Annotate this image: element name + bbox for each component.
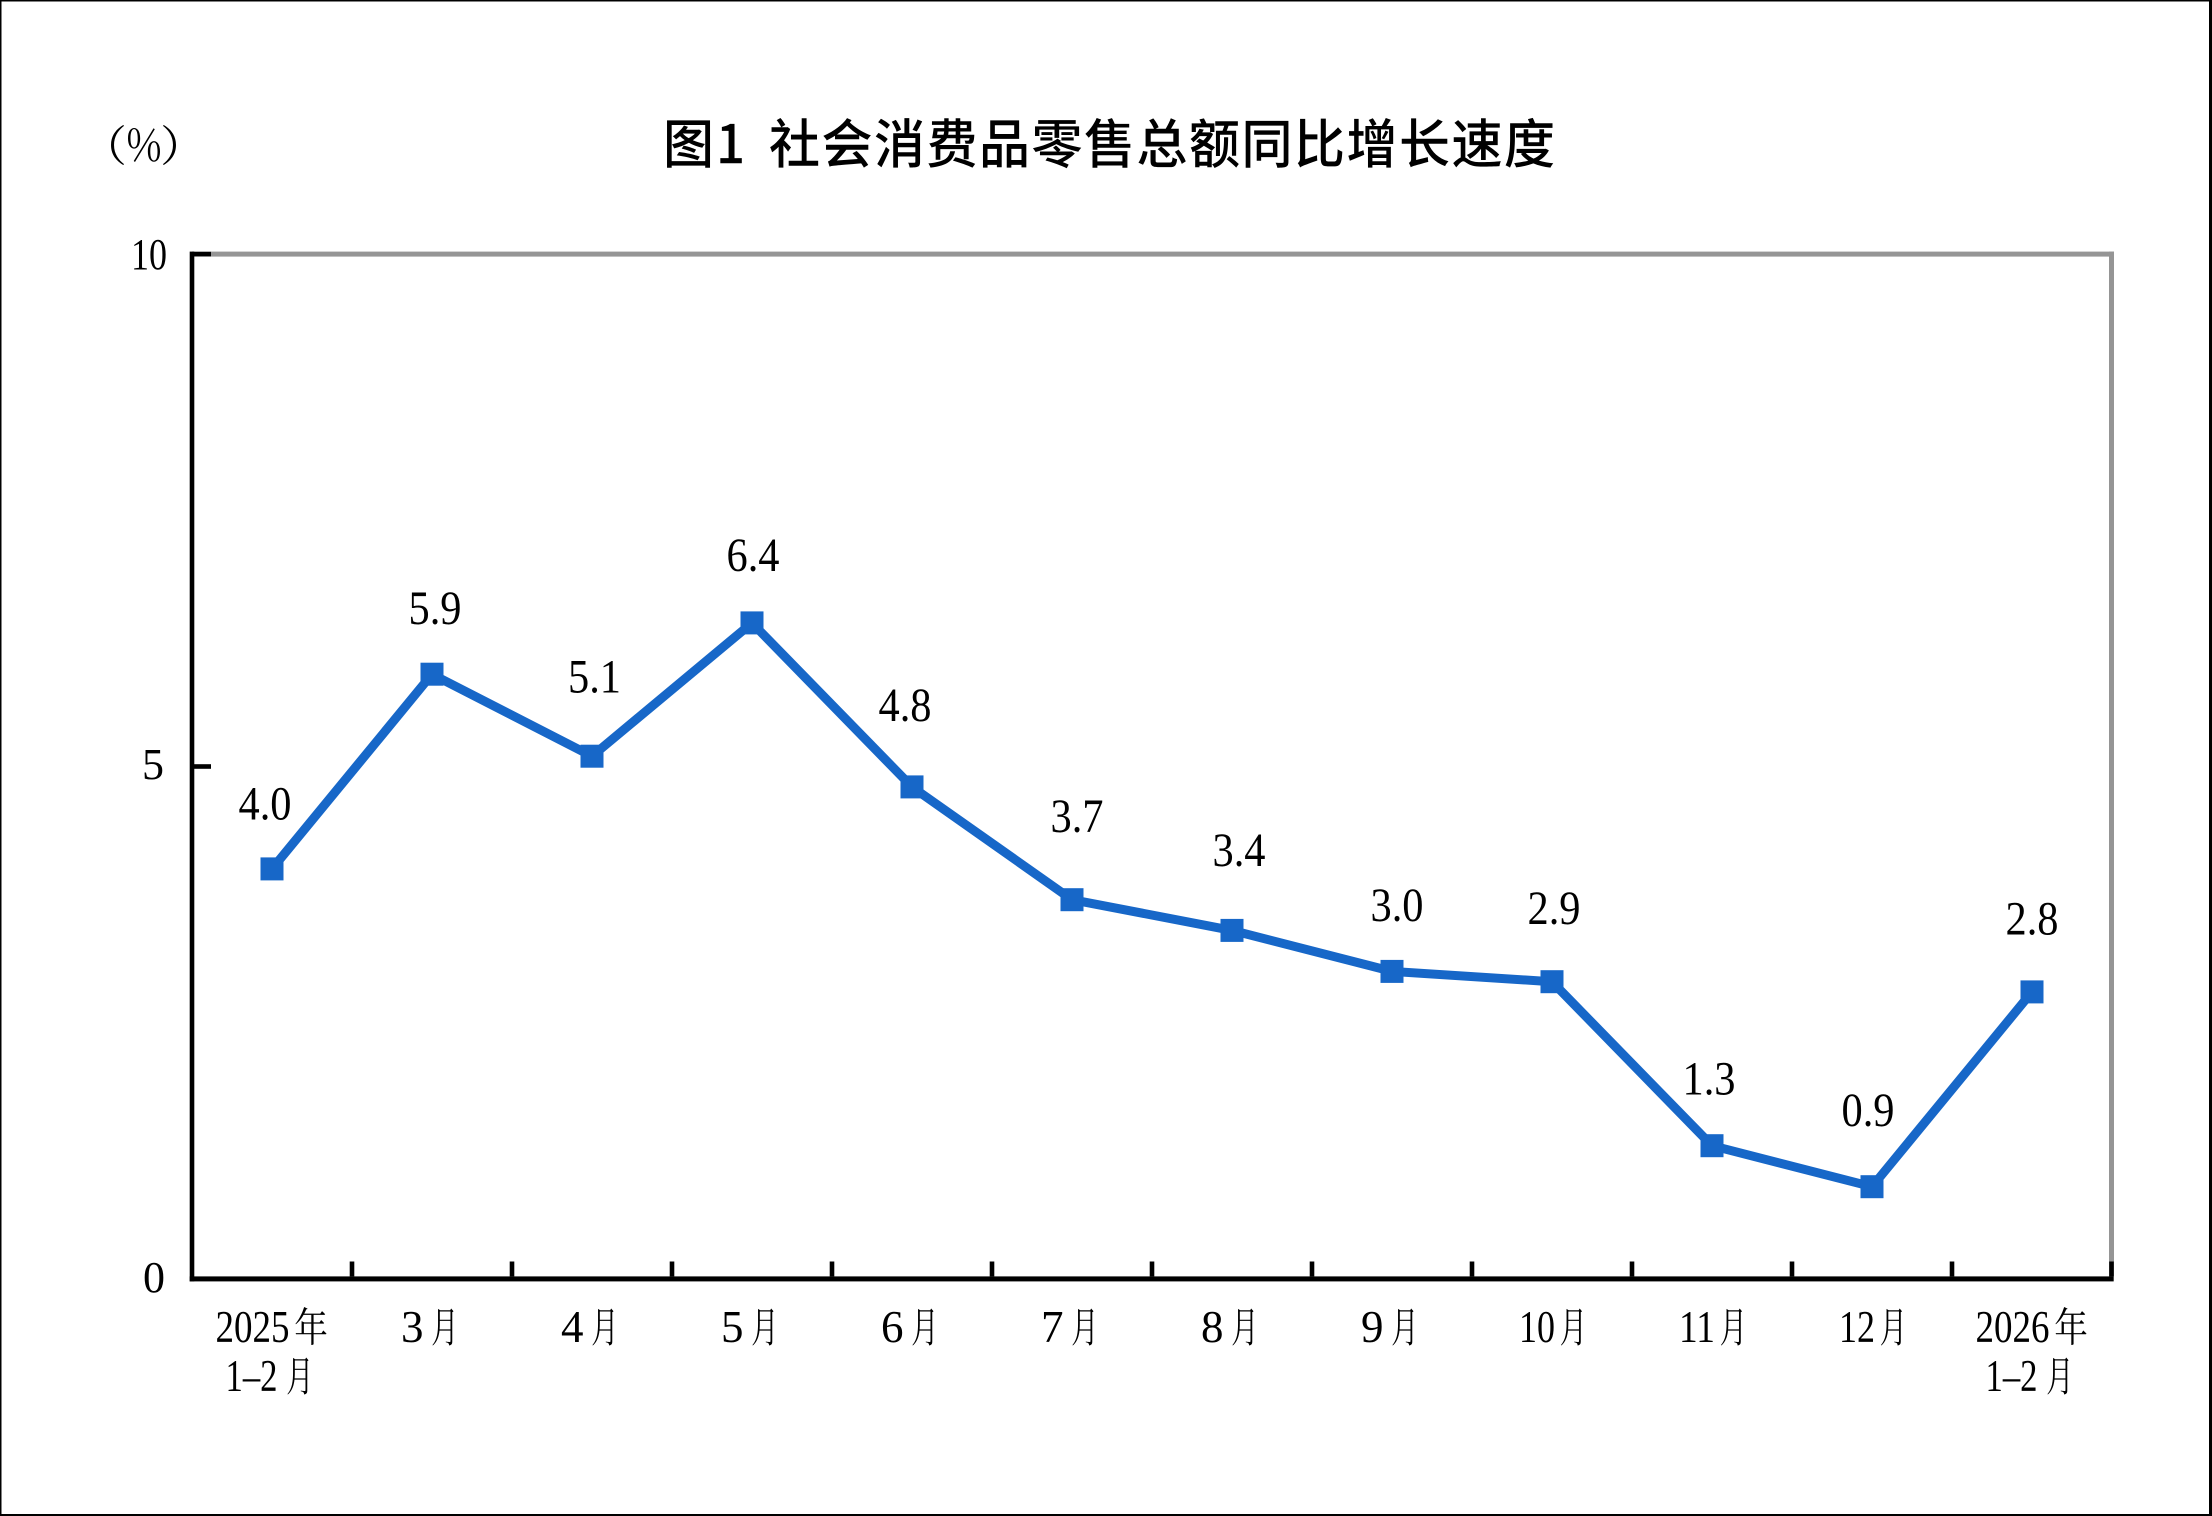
svg-text:10: 10 [1519, 1302, 1555, 1352]
svg-text:3.0: 3.0 [1371, 879, 1424, 932]
svg-text:12: 12 [1839, 1302, 1875, 1352]
svg-text:8: 8 [1201, 1302, 1224, 1352]
svg-text:1.3: 1.3 [1683, 1053, 1736, 1106]
svg-text:5: 5 [721, 1302, 744, 1352]
svg-text:10: 10 [131, 230, 167, 279]
svg-text:1–2: 1–2 [226, 1351, 278, 1401]
svg-text:0: 0 [143, 1253, 165, 1302]
svg-text:4: 4 [561, 1302, 584, 1352]
svg-text:1–2: 1–2 [1986, 1351, 2038, 1401]
svg-text:2.8: 2.8 [2006, 893, 2059, 946]
svg-text:11: 11 [1679, 1302, 1715, 1352]
svg-text:4.8: 4.8 [879, 679, 932, 732]
svg-text:2026: 2026 [1976, 1302, 2050, 1352]
svg-text:5.9: 5.9 [409, 582, 462, 635]
svg-text:9: 9 [1361, 1302, 1384, 1352]
svg-text:4.0: 4.0 [239, 778, 292, 831]
svg-text:7: 7 [1041, 1302, 1064, 1352]
svg-text:2025: 2025 [216, 1302, 290, 1352]
svg-text:0.9: 0.9 [1842, 1084, 1895, 1137]
svg-text:2.9: 2.9 [1528, 882, 1581, 935]
svg-text:3: 3 [401, 1302, 424, 1352]
svg-text:5: 5 [142, 740, 164, 789]
svg-text:5.1: 5.1 [568, 651, 621, 704]
svg-text:6: 6 [881, 1302, 904, 1352]
svg-text:6.4: 6.4 [727, 529, 780, 582]
svg-text:3.7: 3.7 [1051, 790, 1104, 843]
svg-text:3.4: 3.4 [1213, 824, 1266, 877]
